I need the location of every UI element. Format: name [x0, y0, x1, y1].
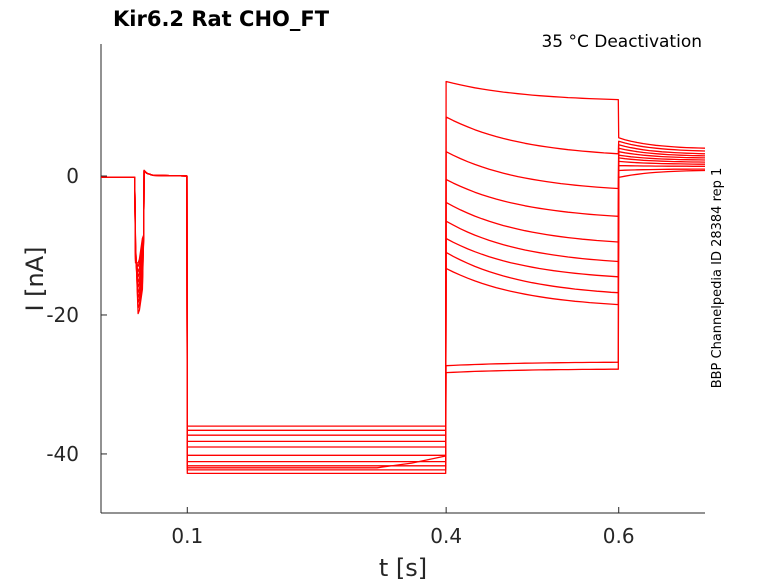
- axes: [100, 44, 705, 514]
- x-tick-label: 0.1: [171, 524, 203, 548]
- y-tick-label: 0: [66, 164, 79, 188]
- side-note: BBP Channelpedia ID 28384 rep 1: [710, 168, 725, 389]
- trace-line: [101, 157, 706, 443]
- ticks: 0.1 0.4 0.6 0 -20 -40: [46, 164, 634, 548]
- trace-line: [101, 116, 706, 471]
- trace-line: [101, 169, 706, 469]
- y-tick-label: -40: [46, 442, 79, 466]
- trace-line: [101, 154, 706, 448]
- traces: [101, 80, 706, 475]
- trace-line: [101, 168, 705, 427]
- chart-title: Kir6.2 Rat CHO_FT: [113, 7, 330, 31]
- trace-line: [101, 160, 705, 436]
- x-tick-label: 0.4: [430, 524, 462, 548]
- trace-line: [101, 151, 706, 456]
- trace-line: [101, 80, 706, 475]
- x-axis-label: t [s]: [379, 554, 427, 582]
- chart-subtitle: 35 °C Deactivation: [541, 32, 702, 52]
- y-tick-label: -20: [46, 303, 79, 327]
- trace-line: [101, 164, 705, 431]
- x-tick-label: 0.6: [603, 524, 635, 548]
- trace-line: [101, 144, 706, 467]
- y-axis-label: I [nA]: [21, 246, 49, 311]
